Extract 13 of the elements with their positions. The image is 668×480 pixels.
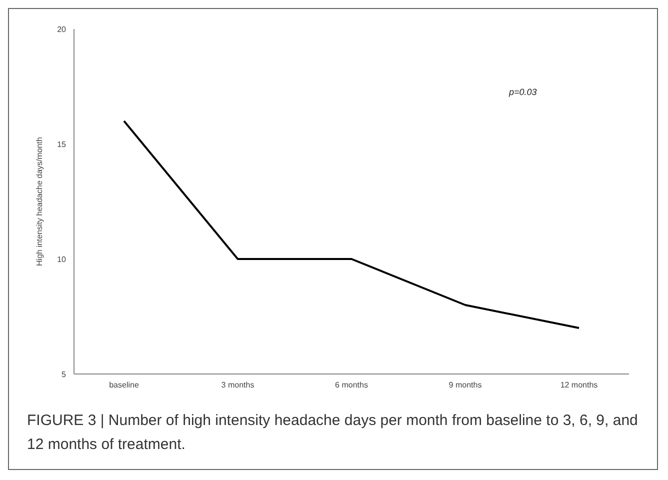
x-tick-label: 9 months [448,380,482,390]
x-tick-label: 3 months [221,380,254,390]
x-tick-label: 6 months [335,380,368,390]
caption: FIGURE 3 | Number of high intensity headache days per month from baseline to 3, 6, 9, and 12 months of treatment. [27,411,639,455]
y-tick-label: 5 [62,370,67,379]
y-tick-label: 20 [57,24,67,34]
line-series [123,120,580,329]
x-tick-label: baseline [109,380,140,390]
y-axis-title: High intensity headache days/month [34,137,44,266]
annotation: p=0.03 [509,87,537,97]
y-tick-label: 10 [57,254,67,264]
y-tick-label: 15 [57,140,67,149]
x-tick-label: 12 months [560,380,598,390]
